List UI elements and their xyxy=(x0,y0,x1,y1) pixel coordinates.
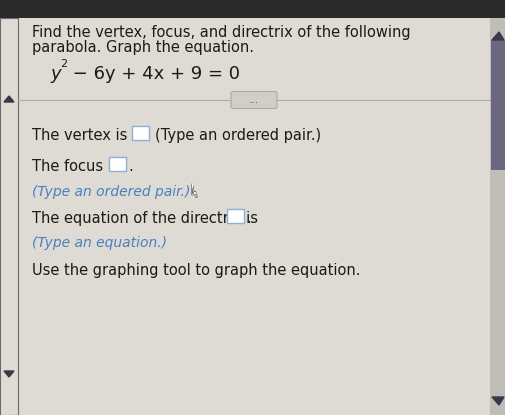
Text: (Type an ordered pair.): (Type an ordered pair.) xyxy=(32,185,190,199)
Bar xyxy=(490,40,504,170)
Text: − 6y + 4x + 9 = 0: − 6y + 4x + 9 = 0 xyxy=(67,65,239,83)
Polygon shape xyxy=(4,96,14,102)
Text: parabola. Graph the equation.: parabola. Graph the equation. xyxy=(32,40,254,55)
Text: Find the vertex, focus, and directrix of the following: Find the vertex, focus, and directrix of… xyxy=(32,25,410,40)
Text: .: . xyxy=(245,211,250,226)
Text: y: y xyxy=(50,65,61,83)
Bar xyxy=(0,0,505,18)
Bar xyxy=(489,18,505,415)
Polygon shape xyxy=(4,371,14,377)
Text: (Type an ordered pair.): (Type an ordered pair.) xyxy=(155,128,321,143)
Text: The vertex is: The vertex is xyxy=(32,128,127,143)
Polygon shape xyxy=(191,183,197,197)
FancyBboxPatch shape xyxy=(227,210,244,224)
Polygon shape xyxy=(491,32,503,40)
Bar xyxy=(0,18,18,415)
FancyBboxPatch shape xyxy=(231,91,276,108)
Text: .: . xyxy=(128,159,132,174)
Polygon shape xyxy=(491,397,503,405)
FancyBboxPatch shape xyxy=(132,127,149,141)
Text: 2: 2 xyxy=(60,59,67,69)
Text: The equation of the directrix is: The equation of the directrix is xyxy=(32,211,258,226)
Text: ...: ... xyxy=(248,95,259,105)
Text: The focus is: The focus is xyxy=(32,159,119,174)
FancyBboxPatch shape xyxy=(109,158,126,171)
Text: Use the graphing tool to graph the equation.: Use the graphing tool to graph the equat… xyxy=(32,263,360,278)
Text: (Type an equation.): (Type an equation.) xyxy=(32,236,167,250)
